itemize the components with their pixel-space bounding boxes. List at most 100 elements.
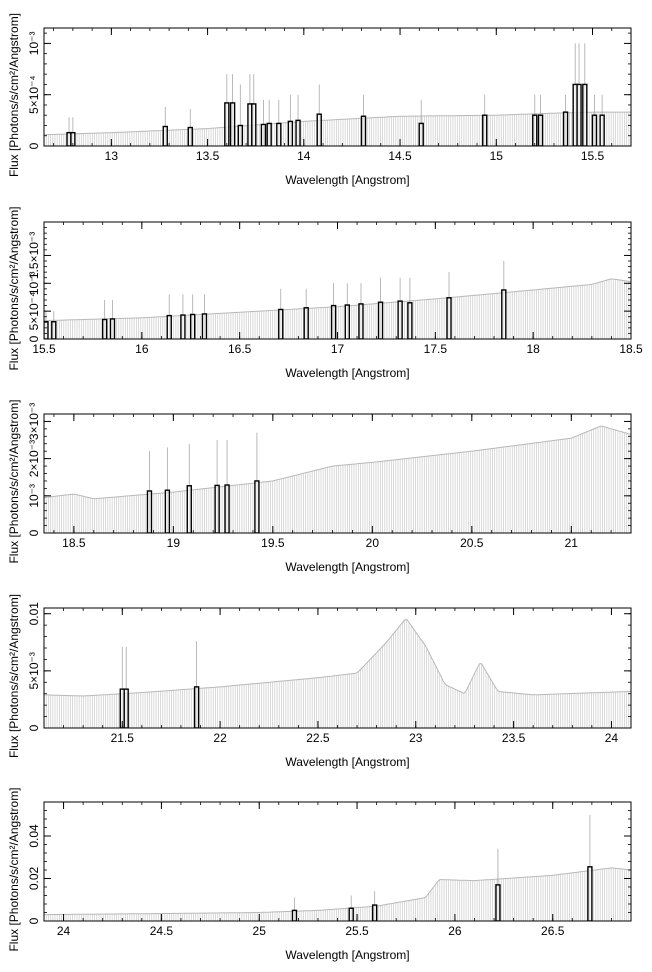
emission-line-marker [201, 313, 208, 339]
plot-area [44, 618, 631, 728]
emission-line-marker [166, 314, 172, 339]
y-tick-label: 10⁻³ [27, 271, 41, 295]
plot-area [44, 814, 631, 921]
x-tick-label: 22.5 [306, 731, 330, 745]
y-tick-label: 3×10⁻³ [27, 403, 41, 440]
y-tick-label: 2×10⁻³ [27, 440, 41, 477]
emission-line-marker [214, 484, 220, 533]
y-tick-label: 5×10⁻³ [27, 652, 41, 689]
emission-line-marker [360, 115, 367, 146]
y-tick-label: 0 [27, 724, 41, 731]
y-tick-label: 0.04 [27, 824, 41, 848]
emission-line-marker [371, 904, 378, 921]
emission-line-marker [358, 303, 364, 339]
x-tick-label: 13.5 [196, 149, 220, 163]
x-tick-label: 21 [565, 536, 579, 550]
x-tick-label: 24 [57, 924, 71, 938]
x-tick-label: 26.5 [541, 924, 565, 938]
plot-frame [43, 27, 632, 147]
emission-line-marker [330, 304, 337, 339]
x-axis-title: Wavelength [Angstrom] [285, 755, 409, 769]
continuum-outline [44, 278, 631, 322]
emission-line-marker [418, 122, 424, 146]
x-tick-label: 14 [297, 149, 311, 163]
emission-line-marker [532, 114, 538, 146]
emission-line-marker [407, 302, 413, 339]
emission-line-marker [599, 114, 605, 146]
emission-line-marker [348, 907, 354, 921]
emission-line-marker [146, 490, 153, 533]
x-tick-label: 19.5 [261, 536, 285, 550]
emission-line-marker [377, 301, 384, 339]
x-tick-label: 13 [105, 149, 119, 163]
emission-line-marker [276, 122, 282, 146]
x-tick-label: 23 [409, 731, 423, 745]
x-axis-title: Wavelength [Angstrom] [285, 366, 409, 380]
x-tick-label: 19 [167, 536, 181, 550]
y-tick-label: 1.5×10⁻³ [27, 232, 41, 279]
x-tick-label: 14.5 [388, 149, 412, 163]
emission-line-marker [291, 909, 298, 921]
continuum-model [44, 426, 631, 533]
plot-area [44, 261, 631, 339]
emission-line-marker [190, 313, 196, 339]
continuum-outline [44, 425, 631, 500]
emission-line-marker [266, 122, 272, 146]
emission-line-marker [582, 83, 588, 146]
x-tick-label: 17 [331, 342, 345, 356]
y-axis-title: Flux [Photons/s/cm²/Angstrom] [7, 13, 21, 177]
continuum-outline [44, 867, 631, 916]
emission-line-marker [187, 126, 193, 146]
continuum-model [44, 278, 631, 339]
x-tick-label: 21.5 [111, 731, 135, 745]
y-tick-label: 0 [27, 335, 41, 342]
y-tick-label: 0.02 [27, 866, 41, 890]
x-tick-label: 26 [448, 924, 462, 938]
x-tick-label: 18 [526, 342, 540, 356]
y-tick-label: 10⁻³ [27, 32, 41, 56]
x-tick-label: 18.5 [62, 536, 86, 550]
emission-line-marker [295, 119, 301, 146]
emission-line-marker [303, 307, 309, 339]
emission-line-marker [224, 484, 230, 533]
spectrum-panel-1: 13 13.5 14 14.5 15 15.5 0 5×10⁻⁴ 10⁻³ Wavelength … [7, 13, 632, 187]
spectrum-panel-5: 24 24.5 25 25.5 26 26.5 0 0.02 0.04 Wavelength [A… [7, 787, 632, 962]
emission-line-marker [482, 114, 488, 146]
y-tick-label: 0 [27, 529, 41, 536]
emission-line-marker [109, 318, 116, 339]
emission-line-marker [186, 485, 192, 533]
spectrum-panel-3: 18.5 19 19.5 20 20.5 21 0 10⁻³ 2×10⁻³3×10⁻³ Wavel… [7, 399, 632, 574]
spectrum-panel-2: 15.5 16 16.5 17 17.5 18 18.5 0 5×10⁻⁴10⁻³1.5×10⁻… [7, 206, 643, 380]
y-axis-title: Flux [Photons/s/cm²/Angstrom] [7, 787, 21, 951]
x-tick-label: 15.5 [32, 342, 56, 356]
continuum-model [44, 867, 631, 921]
x-axis-title: Wavelength [Angstrom] [285, 948, 409, 962]
x-axis-title: Wavelength [Angstrom] [285, 173, 409, 187]
x-axis-title: Wavelength [Angstrom] [285, 560, 409, 574]
emission-line-marker [591, 114, 598, 146]
emission-line-marker [397, 300, 403, 339]
emission-line-marker [537, 114, 544, 146]
y-tick-label: 0.01 [27, 602, 41, 626]
emission-line-marker [44, 321, 49, 339]
emission-line-marker [180, 314, 186, 339]
emission-line-marker [316, 113, 322, 146]
emission-line-marker [446, 297, 452, 339]
y-tick-label: 5×10⁻⁴ [27, 75, 41, 114]
x-tick-label: 20 [366, 536, 380, 550]
emission-line-marker [193, 686, 200, 728]
plot-area [44, 43, 631, 146]
emission-line-marker [562, 111, 569, 146]
emission-line-marker [229, 102, 236, 146]
x-tick-label: 18.5 [619, 342, 643, 356]
emission-line-marker [123, 688, 129, 728]
emission-line-marker [344, 304, 350, 339]
x-tick-label: 16.5 [228, 342, 252, 356]
y-axis-title: Flux [Photons/s/cm²/Angstrom] [7, 399, 21, 563]
x-tick-label: 23.5 [502, 731, 526, 745]
emission-line-marker [162, 125, 168, 146]
y-tick-label: 10⁻³ [27, 484, 41, 508]
x-tick-label: 25 [253, 924, 267, 938]
emission-line-marker [164, 489, 171, 533]
